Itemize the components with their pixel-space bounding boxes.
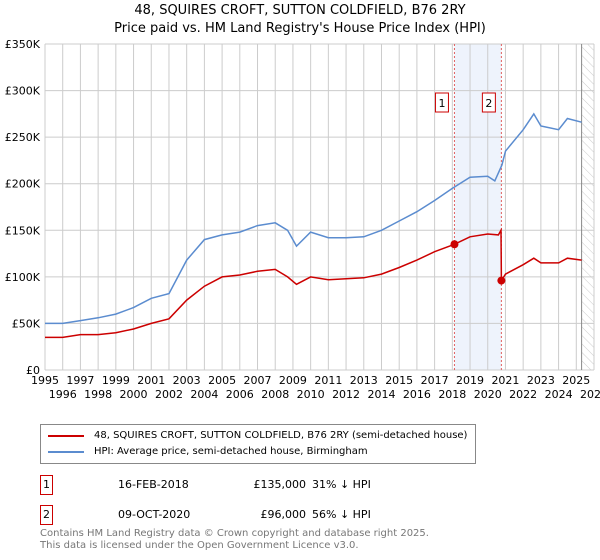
sale-date: 09-OCT-2020 — [118, 508, 191, 521]
x-tick-label: 2016 — [403, 388, 431, 401]
legend-property: 48, SQUIRES CROFT, SUTTON COLDFIELD, B76… — [94, 430, 468, 441]
x-tick-label: 2002 — [155, 388, 183, 401]
sale-date: 16-FEB-2018 — [118, 478, 189, 491]
sale-hpi: 56% ↓ HPI — [312, 508, 371, 521]
footer-licence: This data is licensed under the Open Gov… — [40, 540, 359, 551]
x-tick-label: 2013 — [350, 374, 378, 387]
x-tick-label: 2015 — [385, 374, 413, 387]
x-tick-label: 2023 — [527, 374, 555, 387]
hpi-line — [45, 112, 582, 325]
y-tick-label: £0 — [26, 364, 40, 377]
legend-red-line — [48, 435, 84, 437]
forecast-hatch — [581, 44, 594, 370]
x-tick-label: 2005 — [208, 374, 236, 387]
sale-label-box — [434, 92, 449, 113]
x-tick-label: 2007 — [244, 374, 272, 387]
x-tick-label: 1996 — [49, 388, 77, 401]
y-tick-label: £150K — [5, 224, 41, 237]
sale-hpi: 31% ↓ HPI — [312, 478, 371, 491]
x-tick-label: 2006 — [226, 388, 254, 401]
y-tick-label: £200K — [5, 178, 41, 191]
x-tick-label: 2008 — [261, 388, 289, 401]
x-tick-label: 2011 — [314, 374, 342, 387]
sale-marker: 2 — [40, 505, 53, 525]
sale-price: £135,000 — [253, 478, 307, 491]
y-tick-label: £50K — [12, 317, 41, 330]
x-tick-label: 2003 — [173, 374, 201, 387]
y-tick-label: £300K — [5, 85, 41, 98]
x-tick-label: 2010 — [297, 388, 325, 401]
x-tick-label: 2012 — [332, 388, 360, 401]
sale-marker: 1 — [40, 475, 53, 495]
x-tick-label: 2018 — [438, 388, 466, 401]
sale-row: 1 16-FEB-2018 £135,000 31% ↓ HPI — [40, 475, 440, 495]
x-tick-label: 2004 — [190, 388, 218, 401]
sale-point — [497, 276, 506, 285]
sale-row: 2 09-OCT-2020 £96,000 56% ↓ HPI — [40, 505, 440, 525]
y-tick-label: £100K — [5, 271, 41, 284]
x-tick-label: 2021 — [491, 374, 519, 387]
x-tick-label: 1998 — [84, 388, 112, 401]
legend: 48, SQUIRES CROFT, SUTTON COLDFIELD, B76… — [40, 424, 477, 464]
x-tick-label: 1999 — [102, 374, 130, 387]
chart-subtitle: Price paid vs. HM Land Registry's House … — [114, 21, 486, 36]
sale-price: £96,000 — [260, 508, 307, 521]
y-tick-label: £350K — [5, 38, 41, 51]
x-tick-label: 1995 — [31, 374, 59, 387]
price-chart: 1995199619971998199920002001200220032004… — [5, 38, 600, 401]
x-tick-label: 2022 — [509, 388, 537, 401]
legend-blue-line — [48, 451, 84, 453]
x-tick-label: 2000 — [120, 388, 148, 401]
sale-label: 1 — [438, 97, 445, 110]
footer: Contains HM Land Registry data © Crown c… — [40, 528, 429, 552]
x-tick-label: 2025 — [562, 374, 590, 387]
x-tick-label: 2026 — [580, 388, 600, 401]
chart-title: 48, SQUIRES CROFT, SUTTON COLDFIELD, B76… — [134, 3, 466, 18]
sale-point — [450, 240, 459, 249]
footer-copyright: Contains HM Land Registry data © Crown c… — [40, 528, 429, 539]
x-tick-label: 2024 — [545, 388, 573, 401]
y-tick-label: £250K — [5, 131, 41, 144]
property-price-line — [45, 227, 582, 339]
x-tick-label: 2020 — [474, 388, 502, 401]
x-tick-label: 2017 — [421, 374, 449, 387]
sale-label-box — [481, 92, 496, 113]
legend-hpi: HPI: Average price, semi-detached house,… — [94, 446, 368, 457]
x-tick-label: 2009 — [279, 374, 307, 387]
sale-label: 2 — [485, 97, 492, 110]
x-tick-label: 1997 — [66, 374, 94, 387]
x-tick-label: 2014 — [367, 388, 395, 401]
x-tick-label: 2001 — [137, 374, 165, 387]
x-tick-label: 2019 — [456, 374, 484, 387]
